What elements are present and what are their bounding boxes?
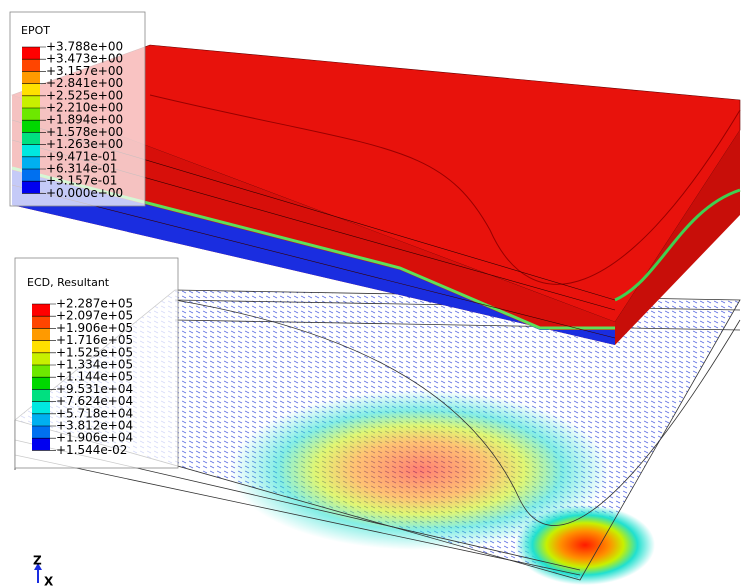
color-band xyxy=(22,108,40,121)
color-band xyxy=(32,413,50,426)
color-band xyxy=(32,304,50,317)
color-bar: +2.287e+05+2.097e+05+1.906e+05+1.716e+05… xyxy=(32,297,133,457)
legend-label: +2.841e+00 xyxy=(46,76,123,90)
legend-title: ECD, Resultant xyxy=(27,276,110,289)
color-band xyxy=(32,328,50,341)
color-band xyxy=(22,156,40,169)
color-band xyxy=(32,438,50,451)
legend-label: +1.906e+05 xyxy=(56,321,133,335)
legend-label: +5.718e+04 xyxy=(56,406,133,420)
color-band xyxy=(32,377,50,390)
color-band xyxy=(22,59,40,72)
legend: EPOT +3.788e+00+3.473e+00+3.157e+00+2.84… xyxy=(9,11,146,207)
color-band xyxy=(22,144,40,157)
legend-label: +7.624e+04 xyxy=(56,394,133,408)
color-band xyxy=(22,71,40,84)
color-band xyxy=(22,95,40,108)
legend-label: +1.144e+05 xyxy=(56,370,133,384)
color-band xyxy=(32,365,50,378)
legend-label: +3.812e+04 xyxy=(56,419,133,433)
color-band xyxy=(22,169,40,182)
legend-label: +1.544e-02 xyxy=(56,443,127,457)
color-bar: +3.788e+00+3.473e+00+3.157e+00+2.841e+00… xyxy=(22,40,123,200)
legend-label: +2.287e+05 xyxy=(56,297,133,311)
legend: ECD, Resultant +2.287e+05+2.097e+05+1.90… xyxy=(14,257,179,469)
legend-label: +1.334e+05 xyxy=(56,358,133,372)
legend-label: +3.788e+00 xyxy=(46,40,123,54)
axis-label: X xyxy=(44,575,54,587)
legend-label: +9.471e-01 xyxy=(46,149,117,163)
legend-title: EPOT xyxy=(21,24,50,37)
color-band xyxy=(22,83,40,96)
legend-label: +1.525e+05 xyxy=(56,345,133,359)
contour-plot xyxy=(11,44,741,345)
legend-label: +2.525e+00 xyxy=(46,88,123,102)
color-band xyxy=(32,389,50,402)
legend-label: +1.263e+00 xyxy=(46,137,123,151)
color-band xyxy=(22,47,40,60)
legend-label: +1.906e+04 xyxy=(56,431,133,445)
axis-triad: Z X xyxy=(33,554,54,587)
legend-label: +6.314e-01 xyxy=(46,162,117,176)
color-band xyxy=(32,316,50,329)
legend-label: +3.157e+00 xyxy=(46,64,123,78)
legend-label: +0.000e+00 xyxy=(46,186,123,200)
color-band xyxy=(32,340,50,353)
color-band xyxy=(32,426,50,439)
legend-label: +2.097e+05 xyxy=(56,309,133,323)
color-band xyxy=(22,181,40,194)
legend-label: +3.473e+00 xyxy=(46,52,123,66)
legend-label: +2.210e+00 xyxy=(46,101,123,115)
color-band xyxy=(22,120,40,133)
legend-label: +3.157e-01 xyxy=(46,174,117,188)
axis-label: Z xyxy=(33,554,42,568)
vector-plot xyxy=(14,289,741,585)
legend-label: +1.578e+00 xyxy=(46,125,123,139)
color-band xyxy=(32,352,50,365)
legend-label: +9.531e+04 xyxy=(56,382,133,396)
legend-label: +1.894e+00 xyxy=(46,113,123,127)
color-band xyxy=(32,401,50,414)
color-band xyxy=(22,132,40,145)
legend-label: +1.716e+05 xyxy=(56,333,133,347)
